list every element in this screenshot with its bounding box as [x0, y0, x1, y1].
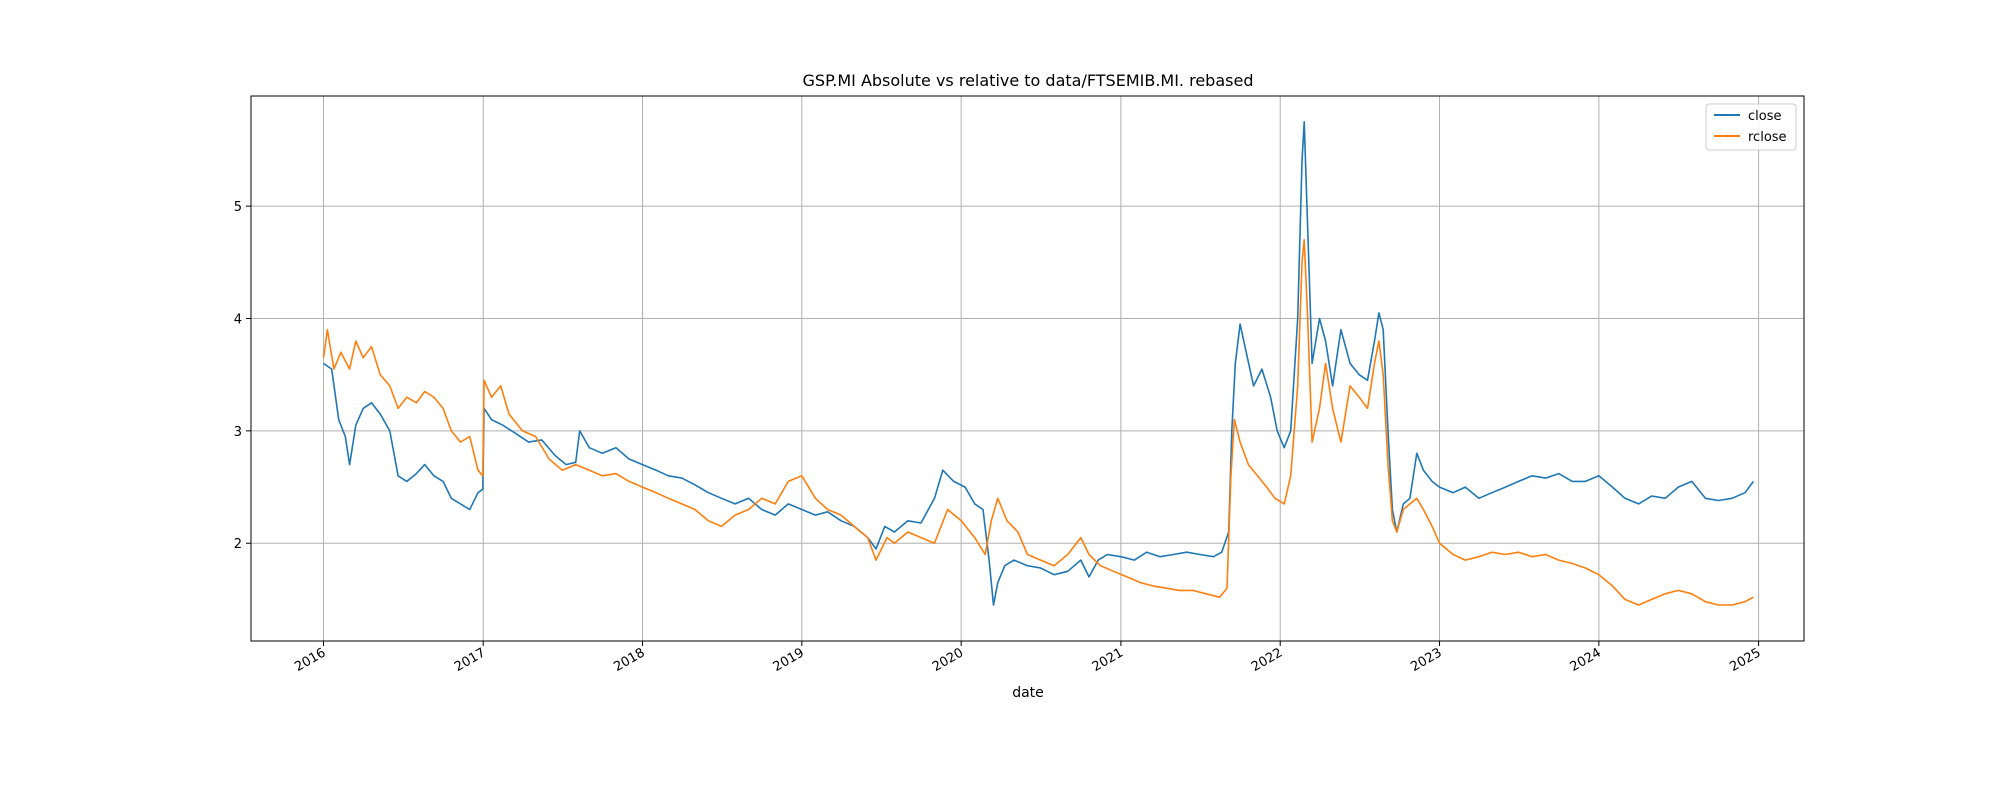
chart-title: GSP.MI Absolute vs relative to data/FTSE… [803, 71, 1254, 90]
legend-label-rclose: rclose [1748, 130, 1787, 145]
y-tick-label: 5 [234, 200, 242, 215]
legend: close rclose [1705, 103, 1797, 151]
x-axis-title: date [1012, 685, 1044, 701]
series-line-close [323, 121, 1755, 606]
y-tick-label: 3 [234, 425, 242, 440]
legend-label-close: close [1748, 109, 1781, 124]
y-tick-label: 4 [234, 312, 242, 327]
y-tick-label: 2 [234, 537, 242, 552]
y-axis: 2 3 4 5 [234, 200, 251, 552]
grid [251, 96, 1804, 641]
plot-frame [250, 95, 1805, 642]
series-lines [322, 121, 1755, 606]
series-line-rclose [322, 239, 1754, 606]
